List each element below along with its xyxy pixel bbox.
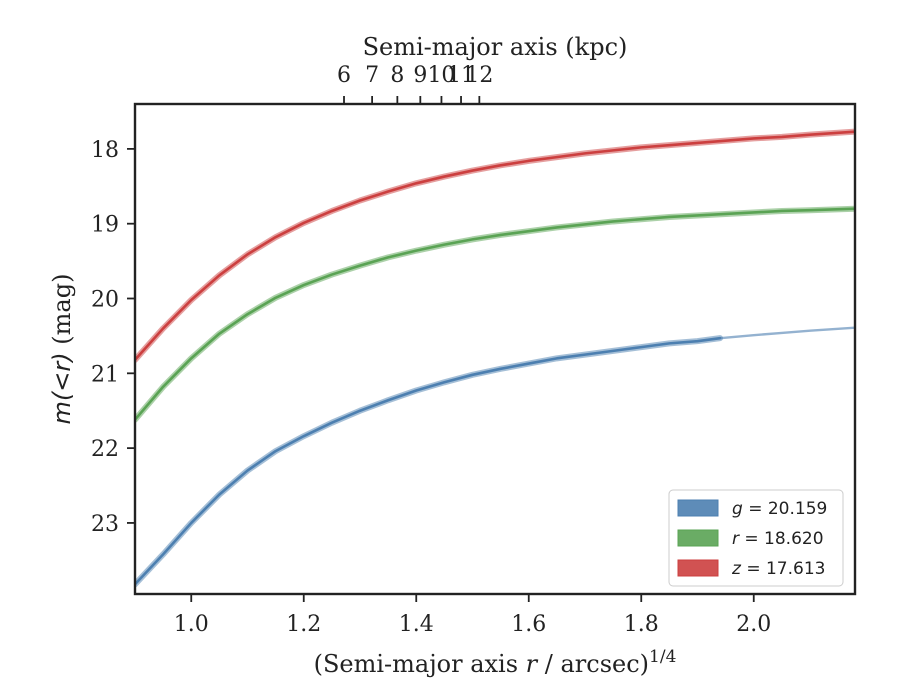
- x-tick-label: 1.4: [399, 612, 434, 637]
- x-axis-title: (Semi-major axis r / arcsec)1/4: [314, 647, 677, 678]
- top-tick-label: 6: [337, 63, 351, 88]
- series-band-r: [135, 205, 855, 423]
- legend-label-z: z = 17.613: [731, 559, 825, 579]
- y-axis-title: m(<r) (mag): [48, 274, 76, 425]
- x-axis-title-var: r: [526, 650, 539, 678]
- legend-swatch-z: [677, 559, 719, 577]
- series-line-g: [135, 336, 722, 586]
- x-tick-label: 1.6: [511, 612, 546, 637]
- legend: g = 20.159 r = 18.620 z = 17.613: [668, 489, 844, 587]
- top-axis-title: Semi-major axis (kpc): [363, 33, 628, 61]
- top-tick-label: 10: [427, 63, 455, 88]
- x-tick-label: 2.0: [736, 612, 771, 637]
- x-axis-title-suffix: / arcsec): [537, 650, 649, 678]
- x-axis-title-prefix: (Semi-major axis: [314, 650, 526, 678]
- top-tick-label: 12: [465, 63, 493, 88]
- y-tick-label: 19: [91, 213, 119, 238]
- curves-layer: [135, 128, 855, 588]
- x-axis-title-exponent: 1/4: [649, 647, 676, 667]
- x-tick-label: 1.2: [286, 612, 321, 637]
- x-tick-label: 1.8: [624, 612, 659, 637]
- top-tick-label: 9: [413, 63, 427, 88]
- y-tick-label: 20: [91, 288, 119, 313]
- series-band-g: [135, 335, 723, 588]
- plot-frame: [133, 102, 857, 596]
- legend-label-g: g = 20.159: [732, 499, 827, 519]
- series-line-z: [135, 130, 855, 362]
- top-tick-label: 11: [447, 63, 475, 88]
- y-tick-label: 18: [91, 138, 119, 163]
- y-axis-title-unit: (mag): [48, 274, 76, 353]
- series-extension-g: [719, 326, 855, 340]
- x-tick-label: 1.0: [174, 612, 209, 637]
- legend-swatch-r: [677, 529, 719, 547]
- top-tick-label: 8: [390, 63, 404, 88]
- y-tick-label: 23: [91, 512, 119, 537]
- legend-swatch-g: [677, 499, 719, 517]
- legend-label-r: r = 18.620: [732, 529, 824, 549]
- y-axis-title-math: m(<r): [48, 352, 76, 424]
- top-tick-label: 7: [365, 63, 379, 88]
- y-tick-label: 22: [91, 437, 119, 462]
- series-line-r: [135, 207, 855, 421]
- y-tick-label: 21: [91, 362, 119, 387]
